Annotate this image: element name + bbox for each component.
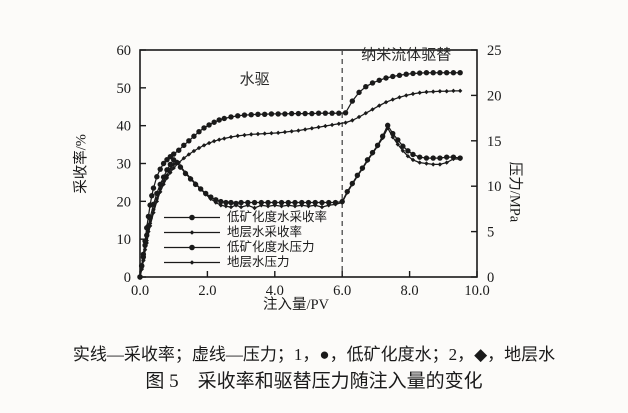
- svg-text:4.0: 4.0: [266, 283, 284, 299]
- x-axis-title: 注入量/PV: [262, 297, 330, 313]
- legend-label: 低矿化度水采收率: [227, 210, 328, 224]
- svg-text:60: 60: [117, 43, 132, 59]
- svg-text:0: 0: [487, 270, 494, 286]
- legend-label: 地层水压力: [227, 255, 290, 269]
- svg-text:20: 20: [487, 88, 502, 104]
- svg-text:10: 10: [117, 232, 132, 248]
- figure-key-text: 实线—采收率；虚线—压力；1，●，低矿化度水；2，◆，地层水: [72, 345, 556, 364]
- line-circle-marker-icon: [164, 244, 220, 251]
- svg-text:6.0: 6.0: [333, 283, 351, 299]
- line-diamond-marker-icon: [164, 230, 220, 235]
- line-circle-marker-icon: [164, 214, 220, 221]
- svg-text:2.0: 2.0: [198, 283, 216, 299]
- legend-label: 地层水采收率: [227, 225, 303, 239]
- legend-label: 低矿化度水压力: [227, 240, 315, 254]
- legend-item-low-salinity-pressure: 低矿化度水压力: [163, 240, 327, 255]
- region-label-0: 水驱: [240, 71, 270, 88]
- line-diamond-marker-icon: [164, 260, 220, 265]
- chart-legend: 低矿化度水采收率 地层水采收率 低矿化度水压力 地层水压力: [163, 210, 327, 270]
- svg-text:50: 50: [117, 81, 132, 97]
- y-axis-right-ticks: 0 5 10 15 20 25: [471, 43, 502, 286]
- y-axis-right-title: 压力/MPa: [506, 161, 523, 223]
- chart-plot: 0 10 20 30 40 50 60 0 5 10 15 20 25 0.0 2.0 4.0 6.0 8.0 10…: [117, 43, 502, 299]
- svg-text:30: 30: [117, 157, 132, 173]
- legend-item-low-salinity-recovery: 低矿化度水采收率: [163, 210, 327, 225]
- svg-text:10.0: 10.0: [464, 283, 489, 299]
- series-3: [137, 125, 463, 280]
- svg-text:0.0: 0.0: [131, 283, 149, 299]
- y-axis-left-ticks: 0 10 20 30 40 50 60: [117, 43, 146, 286]
- svg-text:20: 20: [117, 194, 132, 210]
- svg-text:15: 15: [487, 134, 502, 150]
- figure-caption: 图 5 采收率和驱替压力随注入量的变化: [145, 371, 483, 392]
- svg-text:40: 40: [117, 119, 132, 135]
- svg-text:5: 5: [487, 225, 494, 241]
- legend-item-formation-water-recovery: 地层水采收率: [163, 225, 327, 240]
- x-axis-ticks: 0.0 2.0 4.0 6.0 8.0 10.0: [131, 271, 490, 299]
- svg-text:0: 0: [124, 270, 131, 286]
- svg-text:8.0: 8.0: [401, 283, 419, 299]
- region-label-1: 纳米流体驱替: [361, 46, 451, 63]
- svg-text:10: 10: [487, 179, 502, 195]
- svg-text:25: 25: [487, 43, 502, 59]
- legend-item-formation-water-pressure: 地层水压力: [163, 255, 327, 270]
- y-axis-left-title: 采收率/%: [73, 134, 90, 194]
